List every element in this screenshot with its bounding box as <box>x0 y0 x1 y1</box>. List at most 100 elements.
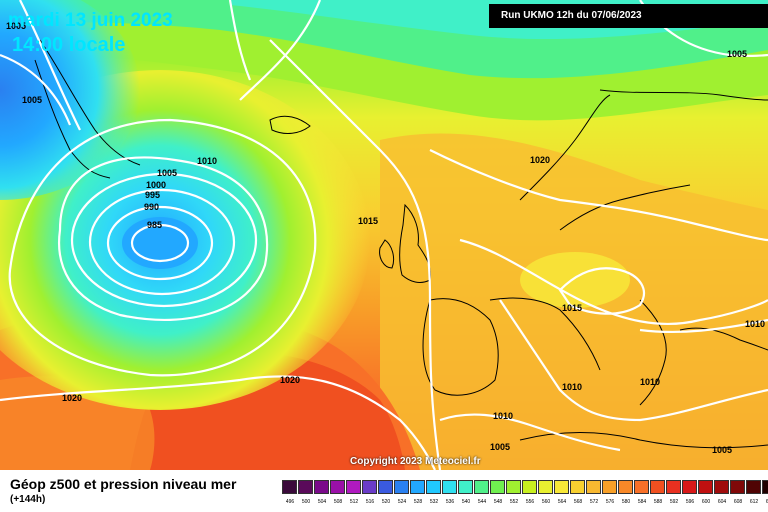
scale-swatch <box>490 480 505 494</box>
northwest-low-field <box>0 0 140 200</box>
isobar-1005-south <box>439 413 621 452</box>
isobar-1010-east <box>639 318 768 334</box>
scale-swatch <box>666 480 681 494</box>
scale-swatch <box>538 480 553 494</box>
isobar-990 <box>106 205 214 281</box>
isobar-1015-west <box>269 39 442 470</box>
isobar-label: 1005 <box>490 442 510 452</box>
scale-value: 560 <box>541 499 551 505</box>
map-footer: Géop z500 et pression niveau mer (+144h)… <box>0 470 768 512</box>
isobar-label: 1005 <box>712 445 732 455</box>
isobar-995 <box>88 188 236 296</box>
scale-swatch <box>586 480 601 494</box>
isobar-1010-south <box>499 299 768 422</box>
scale-value: 580 <box>621 499 631 505</box>
scale-swatch <box>458 480 473 494</box>
scale-swatch <box>410 480 425 494</box>
scale-value: 500 <box>301 499 311 505</box>
arctic-coast <box>599 89 768 101</box>
scale-swatch <box>602 480 617 494</box>
run-info-banner: Run UKMO 12h du 07/06/2023 <box>489 4 768 28</box>
scale-value: 576 <box>605 499 615 505</box>
forecast-hour: (+144h) <box>10 494 46 505</box>
scale-value: 496 <box>285 499 295 505</box>
scale-value: 528 <box>413 499 423 505</box>
scale-value: 532 <box>429 499 439 505</box>
scale-value: 588 <box>653 499 663 505</box>
isobar-label: 1015 <box>358 216 378 226</box>
scale-value: 524 <box>397 499 407 505</box>
color-scale <box>282 480 768 496</box>
scale-swatch <box>698 480 713 494</box>
scale-value: 592 <box>669 499 679 505</box>
scale-swatch <box>506 480 521 494</box>
iberia-coast <box>422 298 499 396</box>
scale-value: 572 <box>589 499 599 505</box>
scale-value: 520 <box>381 499 391 505</box>
baltic-coast <box>559 184 691 231</box>
scale-swatch <box>426 480 441 494</box>
isobar-label: 1010 <box>197 156 217 166</box>
scale-swatch <box>346 480 361 494</box>
isobar-label: 1005 <box>22 95 42 105</box>
scale-value: 540 <box>461 499 471 505</box>
scale-swatch <box>714 480 729 494</box>
isobar-label: 1005 <box>157 168 177 178</box>
ireland-coast <box>379 239 395 269</box>
isobar-label: 1020 <box>62 393 82 403</box>
isobar-985 <box>130 223 190 263</box>
isobar-1000 <box>70 172 258 308</box>
scale-value: 564 <box>557 499 567 505</box>
scale-swatch <box>570 480 585 494</box>
scale-value: 568 <box>573 499 583 505</box>
scale-value: 504 <box>317 499 327 505</box>
copyright-notice: Copyright 2023 Meteociel.fr <box>350 456 481 467</box>
scale-value: 608 <box>733 499 743 505</box>
forecast-local-time: 14:00 locale <box>12 34 126 56</box>
isobar-label: 1010 <box>745 319 765 329</box>
scale-value: 512 <box>349 499 359 505</box>
scale-swatch <box>554 480 569 494</box>
color-scale-labels: 496 500 504 508 512 516 520 524 528 532 536 540 544 5… <box>282 499 768 505</box>
isobar-nw-1 <box>19 0 81 131</box>
high-core-central-europe <box>520 252 630 308</box>
scale-swatch <box>330 480 345 494</box>
isobar-label: 1020 <box>280 375 300 385</box>
scale-swatch <box>378 480 393 494</box>
scale-value: 544 <box>477 499 487 505</box>
scale-swatch <box>746 480 761 494</box>
scale-swatch <box>650 480 665 494</box>
scale-value: 612 <box>749 499 759 505</box>
isobar-label: 985 <box>147 220 162 230</box>
isobar-label: 1000 <box>146 180 166 190</box>
turkey-coast <box>679 327 768 351</box>
scale-value: 604 <box>717 499 727 505</box>
isobar-label: 1010 <box>640 377 660 387</box>
scale-value: 516 <box>365 499 375 505</box>
isobar-1005 <box>58 156 269 322</box>
scale-swatch <box>618 480 633 494</box>
scale-swatch <box>634 480 649 494</box>
isobar-nw-2 <box>0 53 72 126</box>
isobar-label: 1010 <box>493 411 513 421</box>
scale-value: 556 <box>525 499 535 505</box>
isobar-label: 995 <box>145 190 160 200</box>
scale-swatch <box>762 480 768 494</box>
scale-swatch <box>298 480 313 494</box>
scale-swatch <box>442 480 457 494</box>
scale-swatch <box>314 480 329 494</box>
scale-swatch <box>730 480 745 494</box>
isobar-label: 1005 <box>6 21 26 31</box>
forecast-date: mardi 13 juin 2023 <box>8 10 173 31</box>
scale-swatch <box>282 480 297 494</box>
isobars <box>0 0 768 470</box>
scale-swatch <box>394 480 409 494</box>
scale-value: 548 <box>493 499 503 505</box>
isobar-label: 1010 <box>562 382 582 392</box>
scale-value: 596 <box>685 499 695 505</box>
scale-value: 552 <box>509 499 519 505</box>
isobar-high-central <box>558 267 645 315</box>
scandinavia-west-coast <box>519 94 611 201</box>
